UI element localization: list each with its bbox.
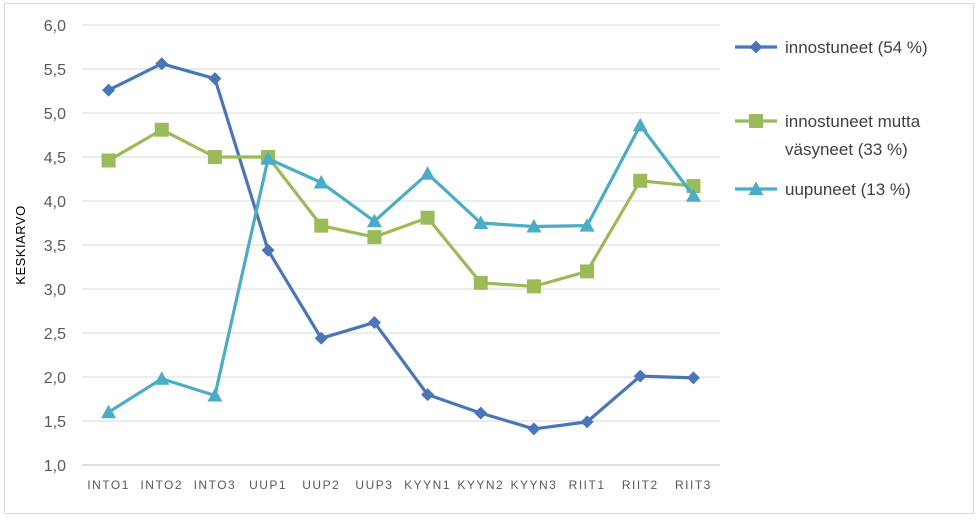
- data-point: [101, 404, 117, 419]
- x-tick-label: INTO1: [87, 478, 130, 492]
- x-tick-label: INTO2: [140, 478, 183, 492]
- data-point: [260, 151, 276, 165]
- data-point: [208, 72, 222, 86]
- series-line: [106, 128, 696, 288]
- data-point: [527, 422, 541, 436]
- data-point: [580, 264, 595, 279]
- y-tick-label: 1,0: [44, 458, 66, 475]
- y-tick-label: 4,5: [44, 150, 66, 167]
- legend: innostuneet (54 %) innostuneet mutta väsyn…: [735, 38, 928, 199]
- legend-entry-3: uupuneet (13 %): [735, 180, 911, 199]
- data-point: [473, 215, 489, 229]
- y-axis-label: KESKIARVO: [13, 205, 28, 284]
- legend-marker: [749, 40, 763, 54]
- legend-marker: [749, 114, 763, 128]
- data-point: [314, 218, 329, 233]
- data-point: [367, 230, 382, 245]
- data-point: [579, 218, 595, 232]
- data-point: [526, 219, 542, 233]
- data-point: [207, 387, 223, 402]
- data-point: [685, 188, 701, 202]
- data-point: [102, 83, 116, 97]
- y-tick-label: 2,0: [44, 370, 66, 387]
- y-tick-label: 4,0: [44, 194, 66, 211]
- data-point: [632, 117, 648, 132]
- legend-label: innostuneet (54 %): [785, 38, 928, 57]
- series-line: [106, 123, 696, 414]
- x-tick-label: KYYN3: [510, 478, 557, 492]
- data-point: [526, 279, 541, 294]
- x-tick-label: RIIT3: [675, 478, 712, 492]
- y-tick-label: 3,0: [44, 282, 66, 299]
- x-tick-label: KYYN1: [404, 478, 451, 492]
- x-tick-label: INTO3: [194, 478, 237, 492]
- x-tick-label: KYYN2: [457, 478, 504, 492]
- legend-label: uupuneet (13 %): [785, 180, 911, 199]
- y-tick-label: 5,5: [44, 62, 66, 79]
- data-point: [207, 150, 222, 164]
- data-point: [314, 331, 328, 345]
- legend-label: väsyneet (33 %): [785, 140, 908, 159]
- series-1: [102, 57, 700, 436]
- data-point: [154, 122, 169, 137]
- x-axis-ticks: INTO1 INTO2 INTO3 UUP1 UUP2 UUP3 KYYN1 KYYN2 KYY…: [87, 478, 712, 492]
- data-point: [367, 315, 381, 329]
- data-point: [421, 388, 435, 402]
- series-2: [101, 122, 701, 294]
- data-point: [261, 243, 275, 257]
- x-tick-label: UUP2: [302, 478, 340, 492]
- data-point: [633, 173, 648, 188]
- y-tick-label: 2,5: [44, 326, 66, 343]
- y-axis-ticks: 1,0 1,5 2,0 2,5 3,0 3,5 4,0 4,5 5,0 5,5 6,0: [44, 18, 66, 475]
- data-point: [101, 153, 116, 168]
- legend-label: innostuneet mutta: [785, 112, 921, 131]
- series-3: [101, 117, 701, 419]
- y-tick-label: 5,0: [44, 106, 66, 123]
- data-point: [313, 175, 329, 189]
- data-point: [155, 57, 169, 71]
- series-line: [106, 62, 696, 431]
- y-tick-label: 1,5: [44, 414, 66, 431]
- series: [101, 57, 701, 436]
- data-point: [686, 371, 700, 385]
- legend-entry-1: innostuneet (54 %): [735, 38, 928, 57]
- x-tick-label: RIIT2: [622, 478, 659, 492]
- chart-frame: [4, 3, 974, 514]
- x-tick-label: UUP1: [249, 478, 287, 492]
- data-point: [474, 406, 488, 420]
- gridlines: [82, 24, 720, 466]
- x-tick-label: RIIT1: [569, 478, 606, 492]
- legend-entry-2: innostuneet mutta väsyneet (33 %): [735, 112, 921, 159]
- data-point: [420, 210, 435, 225]
- y-tick-label: 6,0: [44, 18, 66, 35]
- data-point: [633, 369, 647, 383]
- data-point: [580, 415, 594, 429]
- x-tick-label: UUP3: [355, 478, 393, 492]
- data-point: [366, 213, 382, 228]
- data-point: [473, 275, 488, 290]
- y-tick-label: 3,5: [44, 238, 66, 255]
- legend-marker: [748, 181, 764, 195]
- data-point: [420, 166, 436, 180]
- data-point: [154, 371, 170, 385]
